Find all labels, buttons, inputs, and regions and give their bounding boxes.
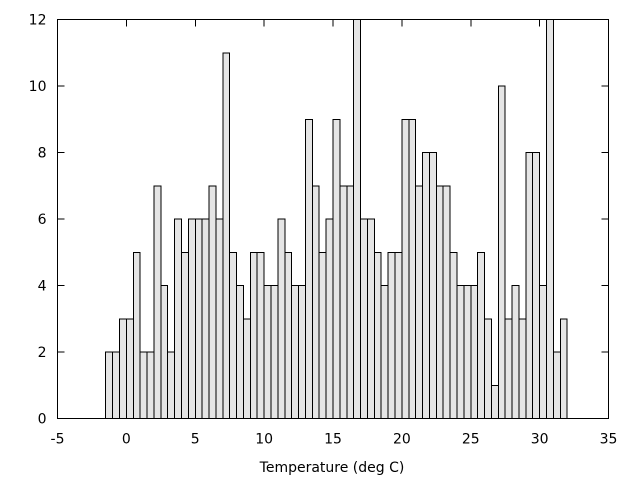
histogram-bar — [311, 185, 320, 419]
x-tick-label: 25 — [462, 432, 480, 448]
histogram-bar — [118, 318, 127, 419]
histogram-bar — [215, 218, 224, 419]
histogram-bar — [339, 185, 348, 419]
histogram-bar — [125, 318, 134, 419]
histogram-bar — [477, 251, 486, 419]
y-tick-label: 4 — [38, 279, 47, 295]
histogram-bar — [180, 251, 189, 419]
histogram-bar — [146, 351, 155, 419]
histogram-bar — [112, 351, 120, 419]
histogram-bar — [387, 251, 396, 419]
histogram-bar — [201, 218, 210, 419]
histogram-bar — [552, 351, 561, 419]
histogram-bar — [463, 285, 472, 419]
histogram-bar — [318, 251, 327, 419]
histogram-bar — [559, 318, 568, 419]
histogram-bar — [174, 218, 182, 419]
histogram-bar — [408, 118, 417, 419]
y-tick-label: 12 — [29, 13, 47, 29]
y-tick-label: 10 — [29, 79, 47, 95]
histogram-bar — [401, 118, 410, 419]
histogram-bar — [249, 251, 258, 419]
histogram-bar — [242, 318, 251, 419]
histogram-bar — [298, 285, 306, 419]
histogram-bar — [518, 318, 527, 419]
histogram-bar — [105, 351, 114, 419]
histogram-bar — [497, 85, 506, 419]
histogram-bar — [132, 251, 141, 419]
histogram-bar — [504, 318, 513, 419]
histogram-bar — [449, 251, 458, 419]
histogram-bar — [160, 285, 169, 419]
histogram-bar — [422, 152, 430, 419]
histogram-bar — [277, 218, 286, 419]
histogram-bar — [360, 218, 368, 419]
histogram-bar — [167, 351, 176, 419]
histogram-bar — [332, 118, 341, 419]
histogram-bar — [208, 185, 217, 419]
y-tick-label: 2 — [38, 345, 47, 361]
x-axis-label: Temperature (deg C) — [259, 460, 405, 476]
histogram-bar — [546, 19, 554, 419]
histogram-bar — [153, 185, 162, 419]
histogram-bar — [470, 285, 479, 419]
histogram-bar — [525, 152, 534, 419]
y-tick-label: 0 — [38, 412, 47, 428]
histogram-bar — [435, 185, 444, 419]
histogram-bar — [222, 52, 231, 419]
histogram-bar — [229, 251, 238, 419]
histogram-bar — [236, 285, 244, 419]
histogram-bar — [380, 285, 389, 419]
x-tick-label: 20 — [393, 432, 411, 448]
plot-frame — [57, 19, 609, 419]
histogram-bar — [373, 251, 382, 419]
x-tick-label: 10 — [255, 432, 273, 448]
histogram-bar — [415, 185, 424, 419]
histogram-bar — [484, 318, 492, 419]
histogram-bar — [325, 218, 334, 419]
x-tick-label: 15 — [324, 432, 342, 448]
histogram-bar — [490, 384, 499, 419]
histogram-bar — [346, 185, 355, 419]
histogram-bar — [366, 218, 375, 419]
histogram-bar — [263, 285, 272, 419]
y-tick-label: 6 — [38, 212, 47, 228]
histogram-bar — [428, 152, 437, 419]
histogram-bar — [194, 218, 203, 419]
histogram-bar — [304, 118, 313, 419]
histogram-bar — [291, 285, 300, 419]
histogram-bar — [256, 251, 265, 419]
x-tick-label: 0 — [122, 432, 131, 448]
histogram-bar — [539, 285, 548, 419]
x-tick-label: 30 — [531, 432, 549, 448]
histogram-bar — [442, 185, 451, 419]
x-tick-label: -5 — [51, 432, 65, 448]
histogram-bar — [511, 285, 520, 419]
y-tick-label: 8 — [38, 146, 47, 162]
histogram-bar — [139, 351, 148, 419]
histogram-bar — [394, 251, 403, 419]
histogram-bar — [270, 285, 279, 419]
histogram-bar — [187, 218, 196, 419]
histogram-bar — [456, 285, 465, 419]
bars-group — [105, 19, 568, 419]
x-tick-label: 5 — [191, 432, 200, 448]
x-tick-label: 35 — [600, 432, 618, 448]
histogram-bar — [284, 251, 293, 419]
histogram-bar — [532, 152, 541, 419]
histogram-bar — [353, 19, 362, 419]
